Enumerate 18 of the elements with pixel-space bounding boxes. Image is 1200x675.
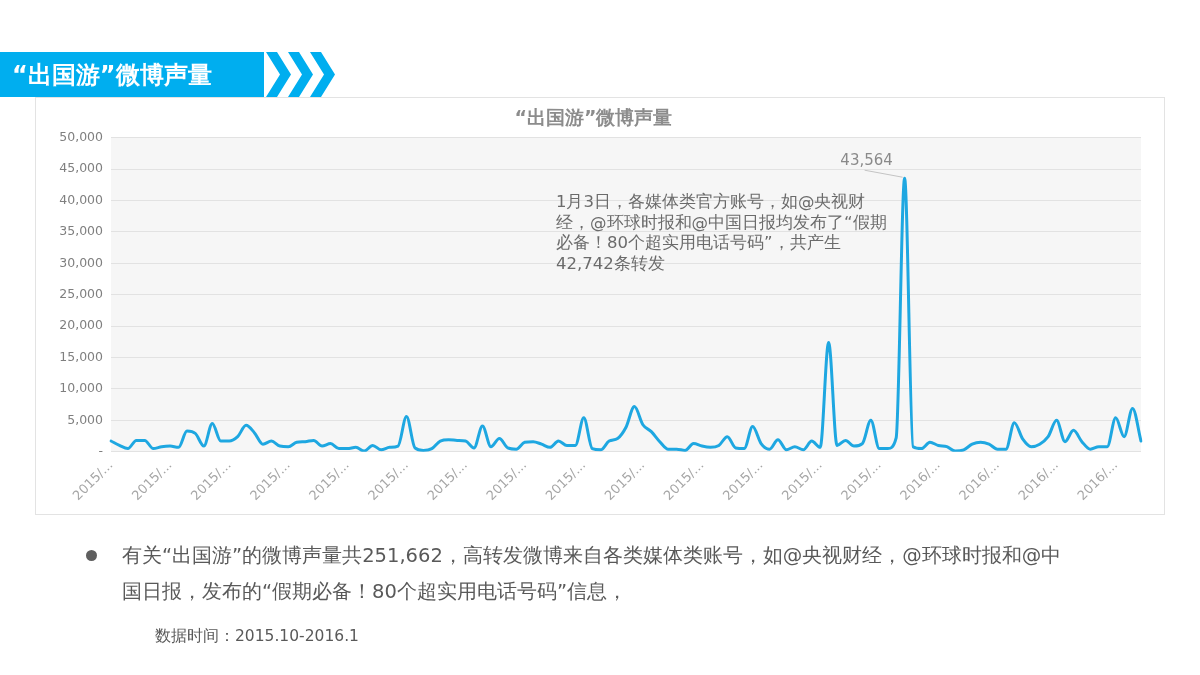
y-tick-label: 50,000 <box>59 129 104 145</box>
y-tick-label: 15,000 <box>59 348 104 364</box>
y-tick-label: 45,000 <box>59 160 104 176</box>
y-tick-label: 25,000 <box>59 286 104 302</box>
text: “出国游”微博声量 <box>12 60 212 91</box>
y-tick-label: 40,000 <box>59 191 104 207</box>
y-tick-label: 30,000 <box>59 254 104 270</box>
y-tick-label: 35,000 <box>59 223 104 239</box>
y-tick-label: - <box>98 442 103 458</box>
line-series <box>109 176 1143 452</box>
y-tick-label: 5,000 <box>67 411 104 427</box>
annotation: 1月3日，各媒体类官方账号，如@央视财经，@环球时报和@中国日报均发布了“假期必备！80个超实用电话号码”，共产生42,742条转发 <box>556 192 888 274</box>
text: 有关“出国游”的微博声量共251,662，高转发微博来自各类媒体类账号，如@央视财经，@环球时报和@中国日报，发布的“假期必备！80个超实用电话号码”信息， <box>122 543 1063 605</box>
chart-title: “出国游”微博声量 <box>514 106 673 129</box>
y-tick-label: 10,000 <box>59 380 104 396</box>
y-tick-label: 20,000 <box>59 317 104 333</box>
data-label: 43,564 <box>840 150 893 169</box>
text: 数据时间：2015.10-2016.1 <box>155 626 359 647</box>
